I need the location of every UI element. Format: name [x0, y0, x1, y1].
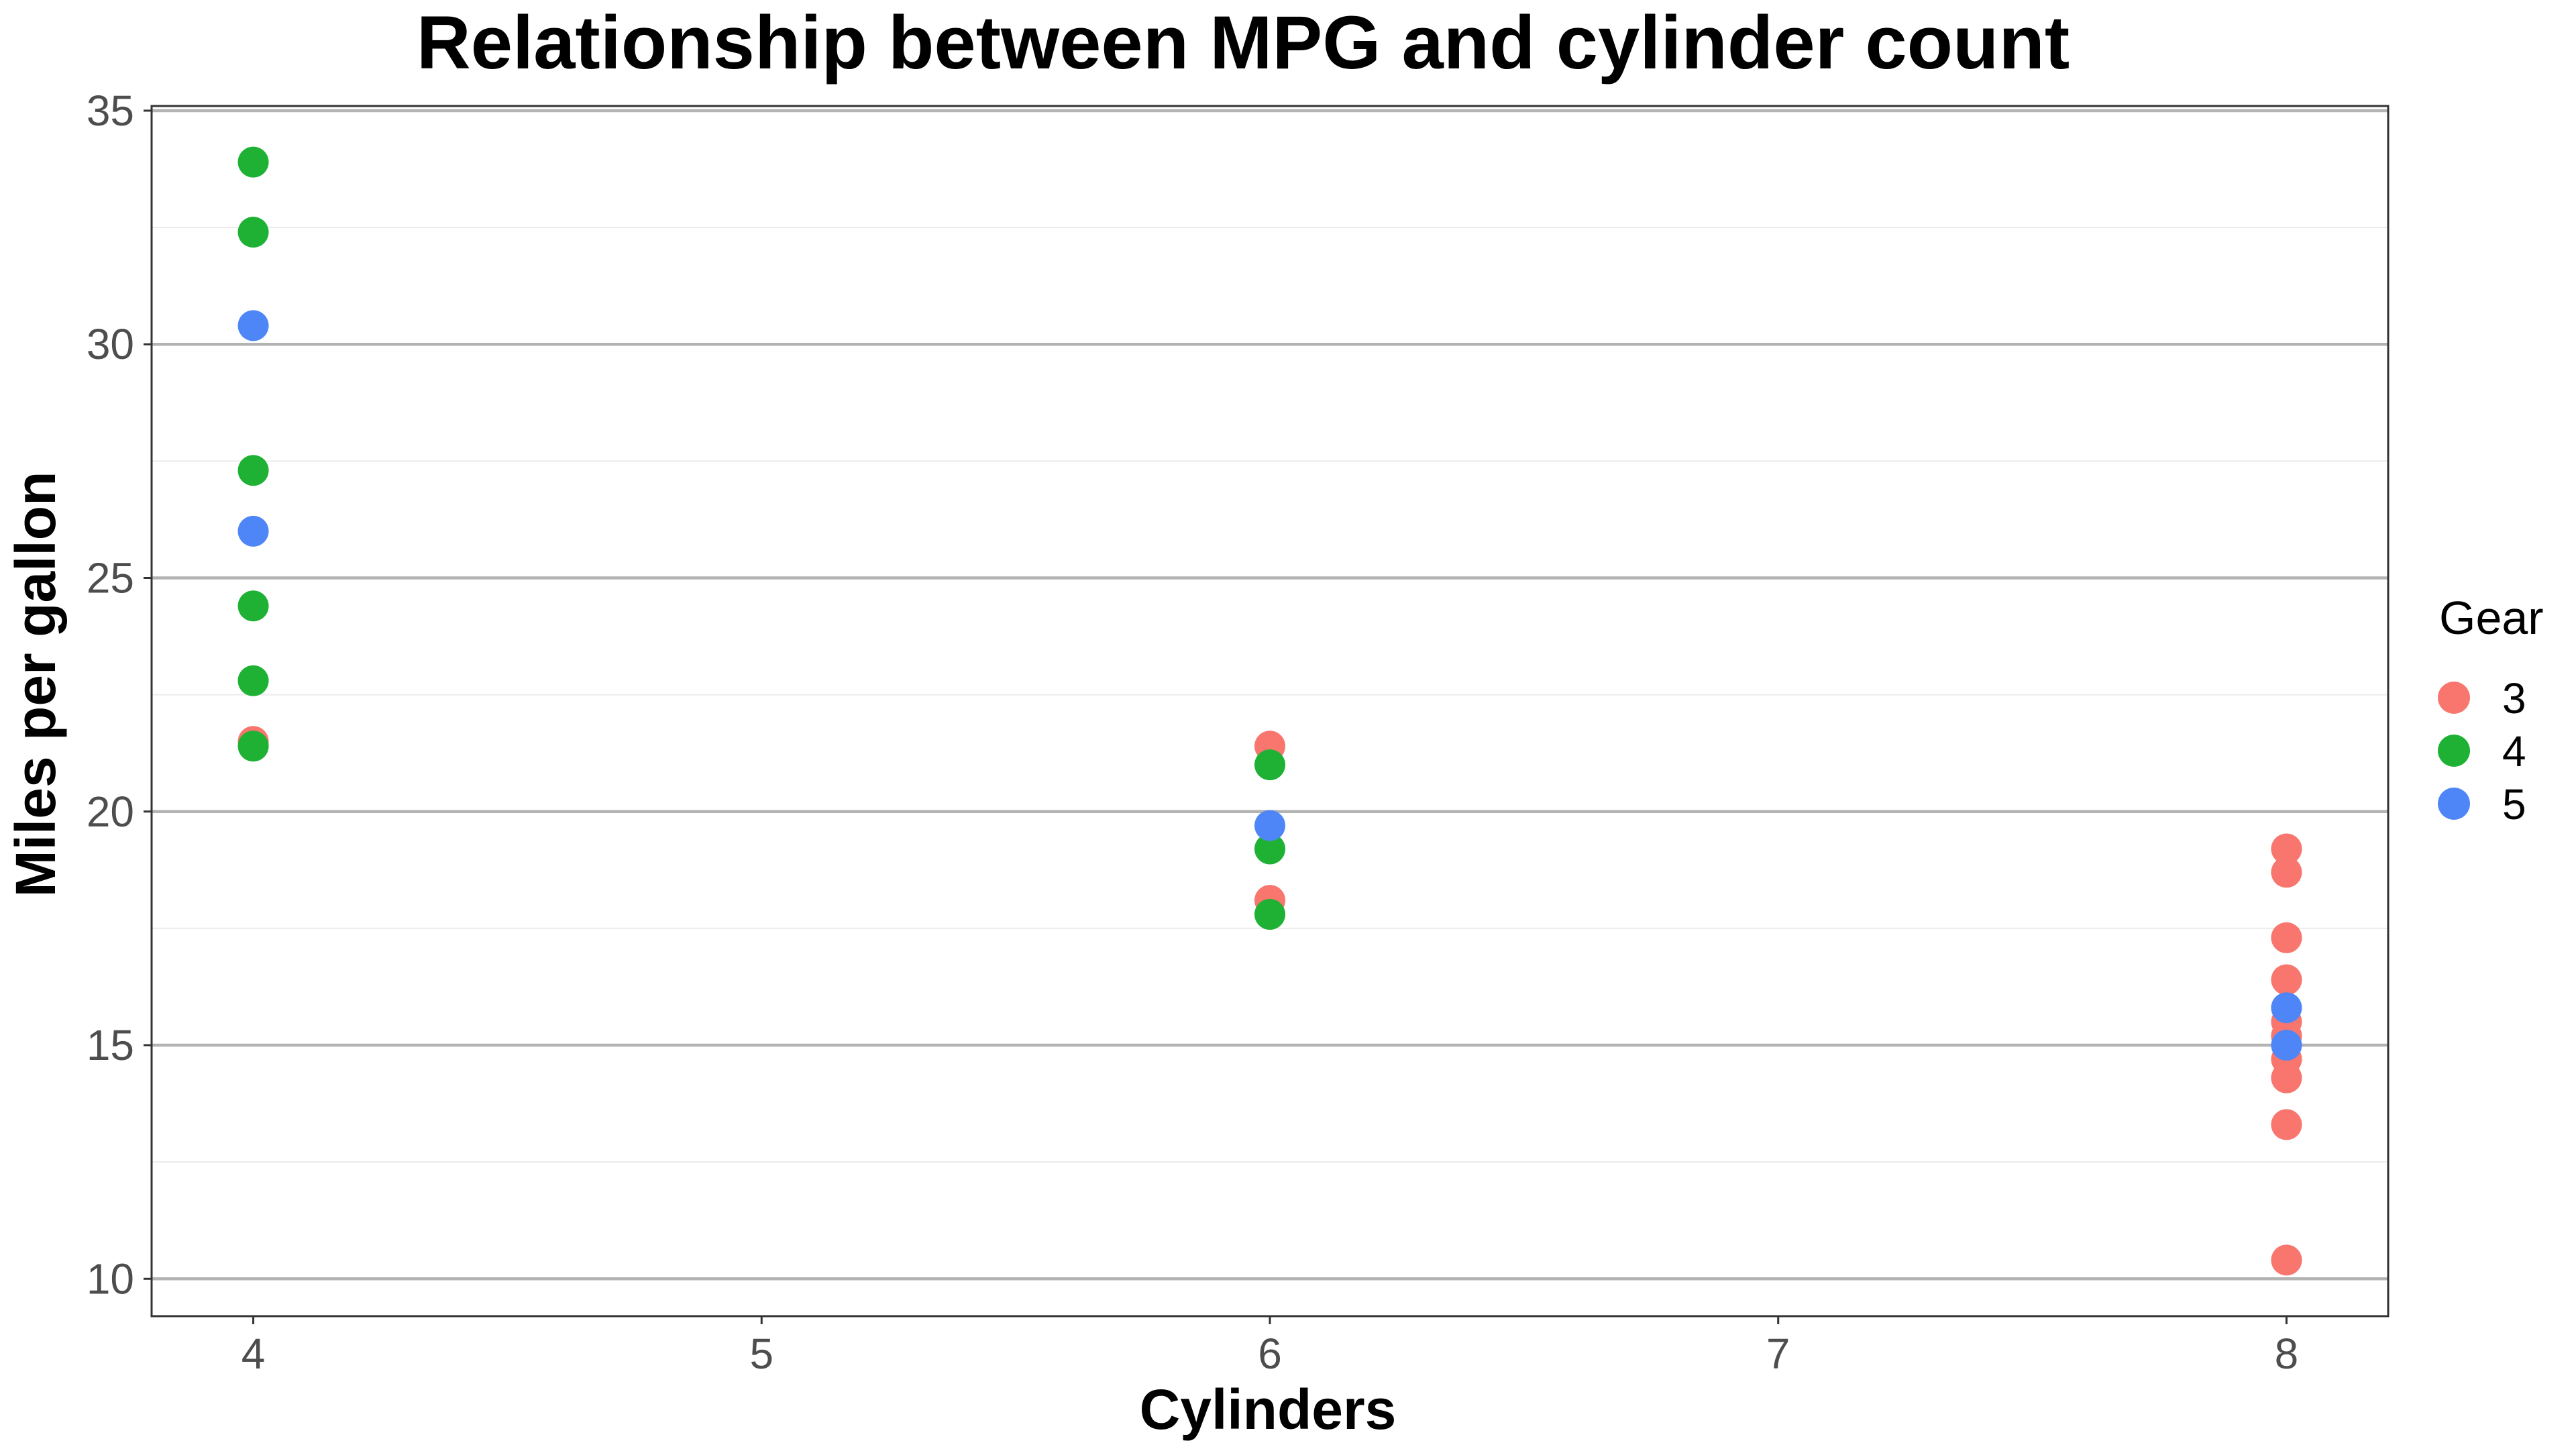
plot-area: 10 15 20 25 30 35 4 5 6 7 8: [87, 87, 2390, 1378]
y-tick-label: 15: [87, 1021, 134, 1069]
legend-key-gear-3: [2438, 682, 2470, 714]
data-point-gear-4: [237, 455, 269, 486]
y-tick-label: 35: [87, 87, 134, 135]
data-point-gear-4: [237, 217, 269, 248]
legend-label: 5: [2502, 780, 2526, 828]
x-tick-label: 8: [2275, 1330, 2299, 1378]
data-point-gear-5: [2271, 1030, 2302, 1061]
data-point-gear-3: [2271, 1244, 2302, 1276]
y-axis-title: Miles per gallon: [4, 472, 67, 898]
data-point-gear-3: [2271, 1062, 2302, 1093]
legend-label: 4: [2502, 727, 2526, 775]
data-point-gear-4: [237, 665, 269, 696]
legend-title: Gear: [2439, 592, 2544, 644]
data-point-gear-4: [1254, 749, 1285, 781]
data-point-gear-3: [2271, 922, 2302, 953]
data-point-gear-4: [1254, 833, 1285, 865]
chart-title: Relationship between MPG and cylinder co…: [417, 1, 2070, 85]
data-point-gear-4: [237, 731, 269, 762]
x-tick-label: 5: [749, 1330, 773, 1378]
legend-key-gear-5: [2438, 788, 2470, 820]
panel-border: [150, 105, 2390, 1318]
data-point-gear-5: [237, 310, 269, 341]
data-point-gear-3: [2271, 964, 2302, 996]
data-point-gear-5: [1254, 810, 1285, 841]
data-point-gear-4: [237, 590, 269, 622]
data-point-gear-5: [237, 515, 269, 547]
legend: Gear 3 4 5: [2438, 592, 2544, 828]
y-tick-label: 10: [87, 1254, 134, 1303]
legend-key-gear-4: [2438, 735, 2470, 767]
data-point-gear-4: [1254, 898, 1285, 930]
x-tick-label: 4: [241, 1330, 266, 1378]
y-tick-label: 25: [87, 553, 134, 602]
data-point-gear-3: [2271, 857, 2302, 888]
data-point-gear-4: [237, 146, 269, 178]
y-tick-label: 20: [87, 788, 134, 836]
x-tick-label: 7: [1766, 1330, 1790, 1378]
y-tick-label: 30: [87, 320, 134, 368]
data-point-gear-3: [2271, 1109, 2302, 1140]
legend-label: 3: [2502, 674, 2526, 722]
x-tick-label: 6: [1258, 1330, 1282, 1378]
data-point-gear-3: [2271, 833, 2302, 865]
data-point-gear-5: [2271, 992, 2302, 1024]
x-axis-title: Cylinders: [1140, 1378, 1397, 1441]
